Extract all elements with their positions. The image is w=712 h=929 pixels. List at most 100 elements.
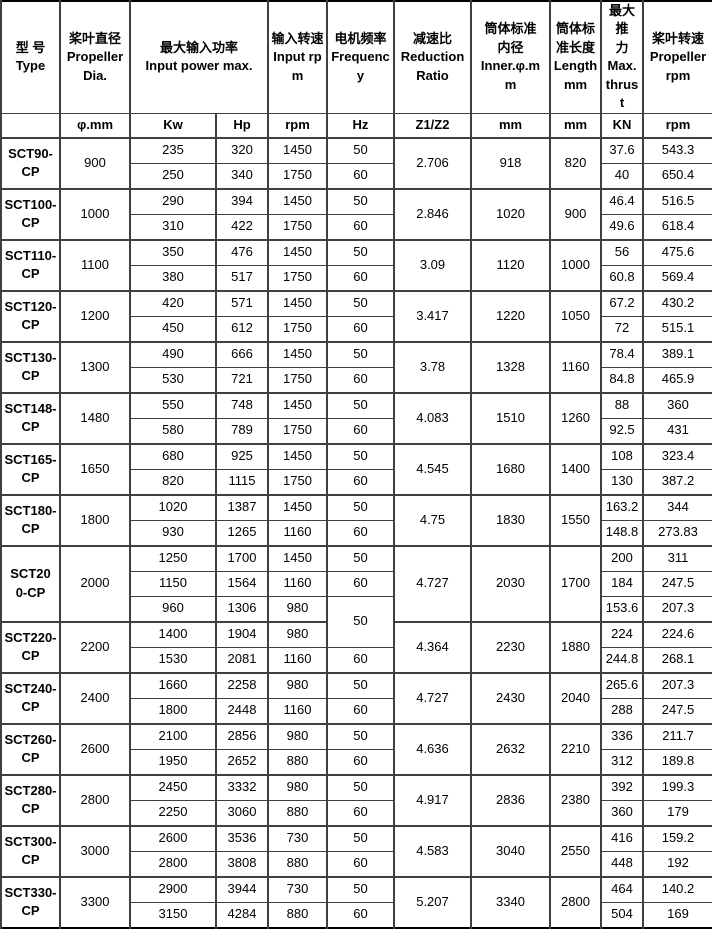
power-hp-cell: 612 (215, 315, 269, 343)
power-kw-cell: 450 (129, 315, 217, 343)
model-cell: SCT120- CP (0, 289, 61, 343)
model-cell: SCT280- CP (0, 773, 61, 827)
power-kw-cell: 1530 (129, 646, 217, 674)
propeller-rpm-cell: 569.4 (642, 264, 712, 292)
spec-row: SCT20 0-CP 2000 1250 1700 1450 50 4.727 2030 170… (0, 544, 712, 623)
input-rpm-cell: 1160 (267, 697, 328, 725)
spec-row: 310 422 1750 60 49.6 618.4 (1, 213, 712, 241)
unit-blank (0, 112, 61, 139)
power-kw-cell: 2250 (129, 799, 217, 827)
frequency-cell: 60 (326, 213, 395, 241)
power-hp-cell: 422 (215, 213, 269, 241)
model-cell: SCT90- CP (0, 136, 61, 190)
input-rpm-cell: 1450 (267, 391, 328, 419)
power-kw-cell: 1800 (129, 697, 217, 725)
power-kw-cell: 680 (129, 442, 217, 470)
input-rpm-cell: 1750 (267, 315, 328, 343)
power-hp-cell: 2081 (215, 646, 269, 674)
header-type: 型 号 Type (0, 0, 61, 114)
frequency-cell: 50 (326, 493, 395, 521)
reduction-ratio-cell: 4.917 (393, 773, 472, 827)
propeller-rpm-cell: 207.3 (642, 671, 712, 699)
propeller-dia-cell: 2200 (59, 620, 131, 674)
model-cell: SCT148- CP (0, 391, 61, 445)
power-kw-cell: 2900 (129, 875, 217, 903)
propeller-dia-cell: 1300 (59, 340, 131, 394)
frequency-cell: 50 (326, 136, 395, 164)
spec-row: 1800 2448 1160 60 288 247.5 (1, 697, 712, 725)
power-hp-cell: 1700 (215, 544, 269, 572)
reduction-ratio-cell: 4.636 (393, 722, 472, 776)
model-cell: SCT260- CP (0, 722, 61, 776)
propeller-rpm-cell: 169 (642, 901, 712, 929)
propeller-dia-cell: 900 (59, 136, 131, 190)
spec-row: SCT130- CP 1300 490 666 1450 50 3.78 1328 1160 78… (0, 340, 712, 394)
propeller-rpm-cell: 475.6 (642, 238, 712, 266)
header-length: 筒体标 准长度 Length mm (549, 0, 602, 114)
propeller-rpm-cell: 247.5 (642, 697, 712, 725)
propeller-rpm-cell: 159.2 (642, 824, 712, 852)
input-rpm-cell: 880 (267, 901, 328, 929)
spec-row: SCT260- CP 2600 2100 2856 980 50 4.636 2632 2210… (0, 722, 712, 776)
unit-rpm: rpm (267, 112, 328, 139)
power-kw-cell: 2600 (129, 824, 217, 852)
spec-row: SCT300- CP 3000 2600 3536 730 50 4.583 3040 2550… (0, 824, 712, 878)
frequency-cell: 50 (326, 544, 395, 572)
input-rpm-cell: 1450 (267, 442, 328, 470)
frequency-cell: 60 (326, 366, 395, 394)
header-max-thrust: 最大推 力 Max. thrust (600, 0, 644, 114)
frequency-cell: 50 (326, 773, 395, 801)
power-kw-cell: 235 (129, 136, 217, 164)
input-rpm-cell: 980 (267, 620, 328, 648)
propeller-rpm-cell: 387.2 (642, 468, 712, 496)
inner-dia-cell: 1220 (470, 289, 551, 343)
power-hp-cell: 340 (215, 162, 269, 190)
propeller-dia-cell: 2800 (59, 773, 131, 827)
model-cell: SCT330- CP (0, 875, 61, 929)
spec-row: SCT110- CP 1100 350 476 1450 50 3.09 1120 1000 56… (0, 238, 712, 292)
input-rpm-cell: 1750 (267, 417, 328, 445)
propeller-rpm-cell: 465.9 (642, 366, 712, 394)
power-hp-cell: 1564 (215, 570, 269, 597)
inner-dia-cell: 1120 (470, 238, 551, 292)
header-frequency: 电机频率 Frequency (326, 0, 395, 114)
frequency-cell: 50 (326, 340, 395, 368)
length-cell: 1550 (549, 493, 602, 547)
propeller-rpm-cell: 273.83 (642, 519, 712, 547)
input-rpm-cell: 880 (267, 748, 328, 776)
max-thrust-cell: 504 (600, 901, 644, 929)
header-reduction-ratio: 减速比 Reduction Ratio (393, 0, 472, 114)
frequency-cell: 50 (326, 442, 395, 470)
propeller-rpm-cell: 618.4 (642, 213, 712, 241)
reduction-ratio-cell: 2.846 (393, 187, 472, 241)
max-thrust-cell: 336 (600, 722, 644, 750)
power-kw-cell: 250 (129, 162, 217, 190)
max-thrust-cell: 184 (600, 570, 644, 597)
input-rpm-cell: 1450 (267, 187, 328, 215)
power-hp-cell: 3060 (215, 799, 269, 827)
spec-row: 250 340 1750 60 40 650.4 (1, 162, 712, 190)
max-thrust-cell: 60.8 (600, 264, 644, 292)
inner-dia-cell: 1830 (470, 493, 551, 547)
max-thrust-cell: 108 (600, 442, 644, 470)
max-thrust-cell: 84.8 (600, 366, 644, 394)
input-rpm-cell: 980 (267, 722, 328, 750)
power-hp-cell: 4284 (215, 901, 269, 929)
propeller-rpm-cell: 389.1 (642, 340, 712, 368)
unit-z1z2: Z1/Z2 (393, 112, 472, 139)
max-thrust-cell: 360 (600, 799, 644, 827)
input-rpm-cell: 1450 (267, 493, 328, 521)
max-thrust-cell: 92.5 (600, 417, 644, 445)
power-hp-cell: 2448 (215, 697, 269, 725)
propeller-dia-cell: 3000 (59, 824, 131, 878)
max-thrust-cell: 46.4 (600, 187, 644, 215)
length-cell: 820 (549, 136, 602, 190)
length-cell: 2800 (549, 875, 602, 929)
spec-row: 1950 2652 880 60 312 189.8 (1, 748, 712, 776)
power-kw-cell: 350 (129, 238, 217, 266)
input-rpm-cell: 730 (267, 824, 328, 852)
length-cell: 1000 (549, 238, 602, 292)
input-rpm-cell: 1450 (267, 544, 328, 572)
input-rpm-cell: 980 (267, 595, 328, 623)
frequency-cell: 50 (326, 187, 395, 215)
